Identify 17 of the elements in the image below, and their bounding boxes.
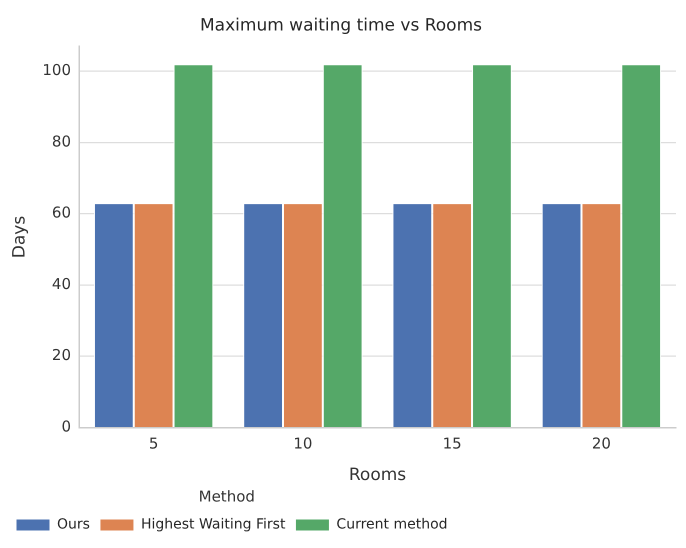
y-tick-label: 0 [61,417,72,436]
legend-title: Method [198,487,255,506]
y-axis-title: Days [10,216,30,258]
y-tick-label: 40 [52,274,72,293]
y-tick-label: 80 [52,132,72,150]
x-tick-label: 5 [148,434,158,452]
chart-title: Maximum waiting time vs Rooms [200,16,482,36]
y-tick-label: 20 [52,346,72,364]
y-tick-label: 100 [42,61,72,80]
x-tick-label: 15 [442,434,462,452]
x-axis-title: Rooms [348,465,406,486]
x-tick-label: 20 [592,434,611,452]
x-tick-label: 10 [293,434,312,452]
legend-label: Ours [57,516,90,533]
legend-label: Current method [336,516,448,533]
y-tick-label: 60 [52,204,72,222]
legend-label: Highest Waiting First [140,516,286,533]
